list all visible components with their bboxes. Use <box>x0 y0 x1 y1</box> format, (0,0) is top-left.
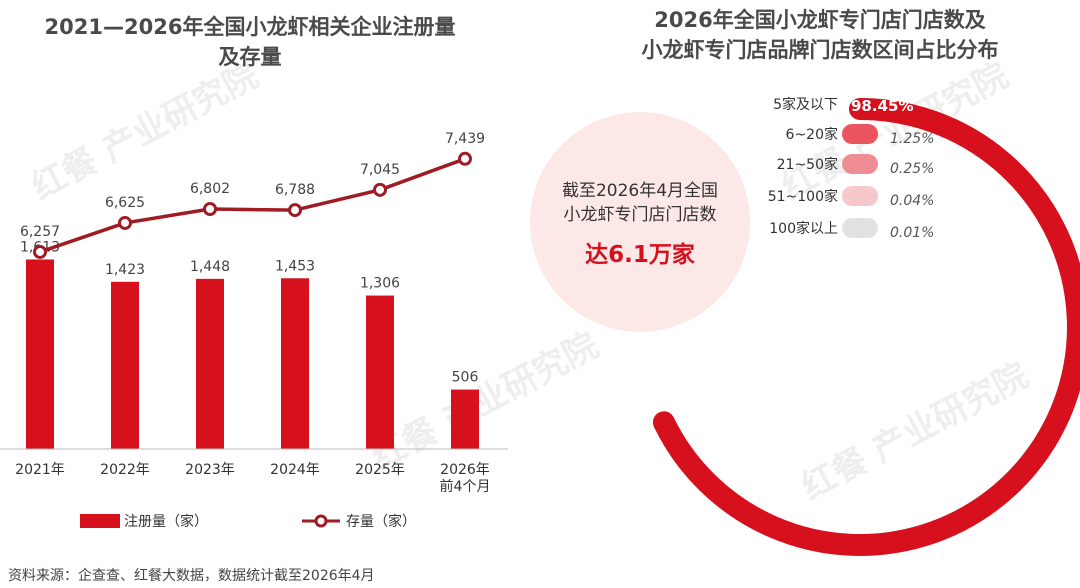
bar-value-label: 506 <box>452 370 479 386</box>
pie-slice-marker <box>842 218 878 238</box>
right-chart-title: 2026年全国小龙虾专门店门店数及 小龙虾专门店品牌门店数区间占比分布 <box>560 5 1080 65</box>
x-tick-label: 2022年 <box>100 462 150 478</box>
x-tick-label: 2026年前4个月 <box>440 462 491 495</box>
source-note: 资料来源：企查查、红餐大数据，数据统计截至2026年4月 <box>8 568 375 584</box>
stock-line <box>39 157 466 254</box>
line-value-label: 6,257 <box>20 224 60 240</box>
bar-value-label: 1,453 <box>275 258 315 274</box>
x-axis: 2021年 2022年 2023年 2024年 2025年 2026年前4个月 <box>0 448 508 495</box>
line-value-label: 6,788 <box>275 182 315 198</box>
x-tick-label: 2021年 <box>15 462 65 478</box>
bar <box>196 278 224 449</box>
right-title-line2: 小龙虾专门店品牌门店数区间占比分布 <box>641 38 999 62</box>
center-disc <box>530 112 750 332</box>
pie-value-label: 0.01% <box>890 225 934 241</box>
center-highlight: 达6.1万家 <box>585 241 695 268</box>
pie-category-label: 5家及以下 <box>773 96 838 113</box>
pie-category-list: 5家及以下 98.45% 6~20家 1.25% 21~50家 0.25% 51~100家 0… <box>768 96 935 241</box>
bar-value-label: 1,306 <box>360 276 400 292</box>
legend-line-marker <box>314 514 328 528</box>
pie-value-label: 98.45% <box>851 97 913 115</box>
left-chart-title: 2021—2026年全国小龙虾相关企业注册量 及存量 <box>0 12 500 72</box>
bar <box>26 259 54 449</box>
pie-slice-marker <box>842 154 878 174</box>
center-text-line1: 截至2026年4月全国 <box>562 181 718 201</box>
line-point <box>33 244 47 259</box>
line-value-label: 6,802 <box>190 181 230 197</box>
pie-category-label: 21~50家 <box>777 156 838 173</box>
pie-category-label: 51~100家 <box>768 188 838 205</box>
line-point <box>288 203 302 218</box>
line-value-label: 6,625 <box>105 195 145 211</box>
line-value-label: 7,045 <box>360 162 400 178</box>
line-series: 6,257 6,625 6,802 6,788 7,045 7,439 <box>20 131 485 259</box>
line-point <box>203 202 217 216</box>
bar <box>281 278 309 449</box>
bar <box>451 389 479 449</box>
line-point <box>373 182 387 197</box>
bar <box>366 295 394 449</box>
bar-value-label: 1,448 <box>190 259 230 275</box>
pie-value-label: 0.04% <box>890 193 934 209</box>
legend-bar-label: 注册量（家） <box>124 513 208 530</box>
watermark-layer: 红餐 产业研究院 红餐 产业研究院 红餐 产业研究院 红餐 产业研究院 <box>25 55 1034 508</box>
pie-value-label: 0.25% <box>890 161 934 177</box>
pie-slice-marker <box>842 124 878 144</box>
x-tick-label: 2025年 <box>355 462 405 478</box>
center-text-line2: 小龙虾专门店门店数 <box>564 205 717 225</box>
watermark: 红餐 产业研究院 <box>365 325 604 478</box>
line-point <box>458 151 472 166</box>
legend-line-label: 存量（家） <box>346 513 416 530</box>
pie-category-label: 100家以上 <box>769 220 838 237</box>
legend: 注册量（家） 存量（家） <box>80 513 416 530</box>
legend-bar-swatch <box>80 514 120 528</box>
left-title-line2: 及存量 <box>218 45 282 69</box>
bar <box>111 281 139 449</box>
left-title-line1: 2021—2026年全国小龙虾相关企业注册量 <box>44 15 456 39</box>
line-point <box>118 215 132 230</box>
x-tick-label: 2023年 <box>185 462 235 478</box>
pie-slice-main-arc <box>652 98 1080 556</box>
line-value-label: 7,439 <box>445 131 485 147</box>
bar-value-label: 1,423 <box>105 262 145 278</box>
x-tick-label: 2024年 <box>270 462 320 478</box>
right-title-line1: 2026年全国小龙虾专门店门店数及 <box>654 8 986 32</box>
pie-value-label: 1.25% <box>890 131 934 147</box>
pie-slice-marker <box>842 186 878 206</box>
pie-category-label: 6~20家 <box>786 126 838 143</box>
